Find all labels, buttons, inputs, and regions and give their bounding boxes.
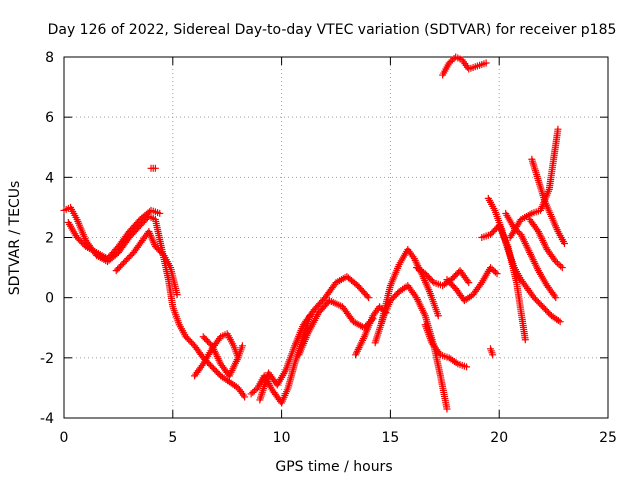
data-point: [365, 294, 373, 302]
data-point: [463, 277, 471, 285]
data-point: [493, 270, 501, 278]
y-axis-ticks: -4 -2 0 2 4 6 8: [40, 50, 608, 427]
x-tick-label: 10: [273, 430, 291, 446]
data-point: [448, 56, 456, 64]
series-track-w: [486, 345, 497, 359]
data-point: [490, 267, 498, 275]
series-track-n: [443, 264, 501, 305]
y-tick-label: -2: [40, 351, 54, 367]
data-point: [159, 250, 167, 258]
data-point: [488, 265, 496, 273]
data-point: [465, 279, 473, 287]
data-point: [250, 387, 258, 395]
data-point: [428, 277, 436, 285]
data-point: [241, 393, 249, 401]
data-point: [198, 362, 206, 370]
series-track-g: [256, 273, 373, 404]
data-point: [173, 291, 181, 299]
series-track-l: [421, 321, 471, 371]
data-point: [252, 385, 260, 393]
y-tick-label: 2: [45, 231, 54, 247]
grid-lines: [64, 57, 608, 418]
series-track-r: [502, 209, 560, 302]
data-point: [552, 258, 560, 266]
data-point: [151, 164, 159, 172]
x-axis-ticks: 0 5 10 15 20 25: [60, 57, 617, 446]
data-point: [557, 262, 565, 270]
data-point: [554, 125, 562, 133]
data-points: [60, 53, 568, 413]
data-point: [560, 240, 568, 248]
data-point: [482, 59, 490, 67]
series-track-p: [147, 164, 159, 172]
data-point: [249, 388, 257, 396]
series-track-v: [478, 221, 529, 344]
y-tick-label: -4: [40, 411, 54, 427]
data-point: [551, 292, 559, 300]
series-track-c: [112, 227, 181, 299]
series-track-a: [60, 203, 249, 401]
data-point: [463, 363, 471, 371]
x-tick-label: 5: [168, 430, 177, 446]
data-point: [556, 318, 564, 326]
series-track-o: [439, 53, 490, 79]
y-axis-title: SDTVAR / TECUs: [7, 181, 23, 296]
data-point: [445, 59, 453, 67]
data-point: [434, 312, 442, 320]
series-track-e: [199, 333, 246, 380]
data-point: [238, 342, 246, 350]
data-point: [156, 209, 164, 217]
data-point: [521, 336, 529, 344]
y-tick-label: 6: [45, 110, 54, 126]
x-tick-label: 15: [381, 430, 399, 446]
data-point: [447, 58, 455, 66]
series-track-b: [64, 206, 164, 263]
x-tick-label: 25: [599, 430, 617, 446]
data-point: [489, 351, 497, 359]
series-track-t: [528, 155, 568, 248]
data-point: [553, 259, 561, 267]
data-point: [552, 294, 560, 302]
series-track-m: [413, 264, 473, 290]
data-point: [247, 390, 255, 398]
chart-title: Day 126 of 2022, Sidereal Day-to-day VTE…: [48, 22, 617, 38]
data-point: [363, 292, 371, 300]
data-point: [555, 261, 563, 269]
data-point: [376, 303, 384, 311]
series-track-s: [506, 125, 562, 241]
series-track-u: [526, 215, 566, 272]
data-point: [477, 280, 485, 288]
y-tick-label: 4: [45, 170, 54, 186]
x-axis-title: GPS time / hours: [275, 459, 392, 475]
data-point: [533, 226, 541, 234]
series-track-i: [352, 303, 390, 359]
data-point: [491, 268, 499, 276]
data-point: [486, 264, 494, 272]
x-tick-label: 0: [60, 430, 69, 446]
x-tick-label: 20: [490, 430, 508, 446]
y-tick-label: 0: [45, 291, 54, 307]
data-point: [443, 405, 451, 413]
series-track-h: [295, 297, 377, 359]
data-point: [558, 264, 566, 272]
y-tick-label: 8: [45, 50, 54, 66]
data-point: [411, 292, 419, 300]
data-point: [137, 238, 145, 246]
